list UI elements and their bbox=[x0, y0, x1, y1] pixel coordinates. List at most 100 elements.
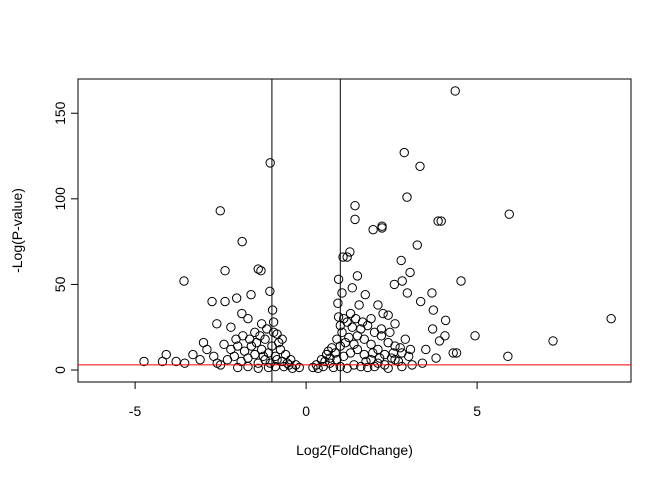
data-point bbox=[374, 353, 385, 363]
data-point bbox=[157, 356, 168, 367]
data-point bbox=[440, 315, 451, 326]
data-point bbox=[360, 289, 370, 300]
data-point bbox=[390, 319, 400, 329]
data-point bbox=[179, 276, 189, 286]
data-point bbox=[294, 362, 304, 373]
data-point bbox=[287, 363, 298, 374]
data-point bbox=[448, 348, 458, 358]
data-point bbox=[243, 361, 253, 372]
data-point bbox=[402, 192, 412, 202]
data-point bbox=[354, 300, 364, 310]
data-point bbox=[215, 206, 225, 216]
data-point bbox=[503, 351, 513, 362]
data-point bbox=[323, 346, 334, 356]
data-point bbox=[373, 300, 383, 310]
data-point bbox=[395, 343, 405, 353]
x-tick-label: -5 bbox=[129, 403, 142, 419]
data-point bbox=[450, 86, 460, 96]
data-point bbox=[333, 298, 343, 308]
x-tick-label: 0 bbox=[302, 403, 310, 419]
plot-frame bbox=[77, 78, 632, 383]
data-point bbox=[277, 356, 287, 367]
data-point bbox=[352, 271, 363, 281]
data-point bbox=[337, 288, 347, 298]
data-point bbox=[397, 276, 407, 286]
data-point bbox=[265, 286, 275, 296]
data-point bbox=[286, 355, 296, 365]
data-point bbox=[404, 351, 414, 362]
data-point bbox=[433, 216, 443, 226]
data-point bbox=[440, 331, 450, 341]
data-point bbox=[263, 362, 274, 373]
data-point bbox=[427, 324, 438, 334]
data-point bbox=[246, 289, 256, 300]
data-point bbox=[347, 283, 357, 293]
data-point bbox=[383, 310, 393, 320]
data-point bbox=[260, 334, 270, 344]
data-point bbox=[402, 288, 413, 298]
data-point bbox=[388, 348, 399, 358]
y-tick-label: 150 bbox=[52, 101, 68, 125]
data-point bbox=[226, 344, 236, 355]
data-point bbox=[253, 358, 263, 368]
data-point bbox=[385, 327, 395, 338]
data-point bbox=[451, 348, 462, 358]
data-point bbox=[320, 356, 330, 367]
data-point bbox=[265, 158, 275, 168]
data-point bbox=[195, 355, 205, 365]
data-point bbox=[313, 363, 323, 374]
data-point bbox=[399, 147, 409, 158]
data-point bbox=[504, 209, 514, 219]
data-point bbox=[237, 236, 247, 247]
data-point bbox=[139, 356, 149, 367]
data-point bbox=[202, 344, 212, 355]
data-point bbox=[344, 332, 354, 343]
data-point bbox=[308, 362, 318, 373]
data-point bbox=[349, 339, 359, 350]
data-point bbox=[256, 266, 266, 276]
data-point bbox=[226, 322, 236, 332]
data-point bbox=[333, 274, 344, 284]
data-point bbox=[270, 361, 281, 372]
data-point bbox=[377, 223, 387, 233]
data-point bbox=[243, 313, 253, 324]
data-point bbox=[222, 355, 233, 365]
data-point bbox=[207, 296, 217, 307]
data-point bbox=[268, 317, 279, 327]
data-point bbox=[256, 344, 267, 355]
data-point bbox=[219, 339, 229, 350]
data-point bbox=[246, 341, 257, 351]
data-point bbox=[359, 334, 369, 344]
data-point bbox=[470, 331, 480, 341]
data-point bbox=[345, 247, 355, 257]
data-point bbox=[368, 224, 378, 235]
x-axis: -5 0 5 bbox=[129, 381, 481, 419]
data-point bbox=[338, 252, 348, 262]
data-point bbox=[417, 358, 428, 368]
y-axis: 0 50 100 150 bbox=[52, 101, 79, 374]
data-point bbox=[357, 317, 368, 327]
data-point bbox=[350, 200, 360, 211]
y-axis-label: -Log(P-value) bbox=[9, 188, 25, 273]
data-point bbox=[233, 362, 243, 373]
data-point bbox=[393, 356, 404, 367]
data-point bbox=[347, 322, 357, 332]
data-point bbox=[231, 334, 241, 344]
data-point bbox=[237, 308, 247, 319]
data-point bbox=[456, 276, 466, 286]
data-point bbox=[352, 344, 363, 355]
data-point bbox=[368, 348, 378, 358]
data-point bbox=[212, 319, 222, 329]
data-point bbox=[405, 267, 415, 278]
data-point bbox=[188, 349, 198, 360]
data-point bbox=[376, 331, 387, 341]
data-point bbox=[253, 264, 263, 274]
data-point bbox=[369, 361, 380, 372]
data-point bbox=[275, 344, 286, 355]
data-point bbox=[333, 312, 344, 322]
data-point bbox=[362, 362, 373, 373]
data-point bbox=[342, 252, 352, 262]
data-point bbox=[356, 361, 366, 372]
data-point bbox=[548, 336, 558, 346]
